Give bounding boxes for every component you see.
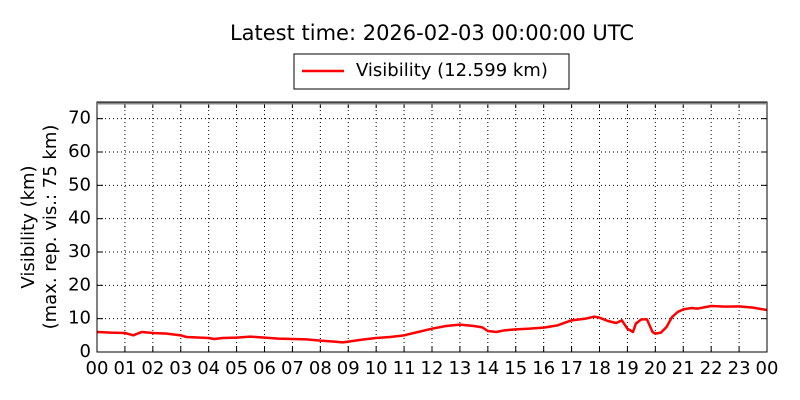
x-tick-label: 03: [169, 358, 192, 379]
x-tick-label: 14: [476, 358, 499, 379]
x-tick-label: 05: [225, 358, 248, 379]
x-tick-label: 23: [728, 358, 751, 379]
x-tick-label: 16: [532, 358, 555, 379]
x-tick-label: 00: [86, 358, 109, 379]
x-tick-label: 08: [309, 358, 332, 379]
x-tick-label: 04: [197, 358, 220, 379]
x-tick-label: 13: [448, 358, 471, 379]
y-tick-label: 50: [68, 174, 91, 195]
chart-title: Latest time: 2026-02-03 00:00:00 UTC: [230, 21, 634, 45]
x-tick-label: 18: [588, 358, 611, 379]
y-tick-label: 10: [68, 308, 91, 329]
y-axis-label: Visibility (km): [18, 165, 39, 288]
x-tick-label: 19: [616, 358, 639, 379]
y-tick-label: 40: [68, 208, 91, 229]
x-tick-label: 06: [253, 358, 276, 379]
x-tick-label: 07: [281, 358, 304, 379]
x-tick-label: 10: [365, 358, 388, 379]
x-tick-label: 09: [337, 358, 360, 379]
legend-label: Visibility (12.599 km): [356, 60, 548, 81]
x-tick-label: 00: [756, 358, 779, 379]
x-tick-label: 11: [393, 358, 416, 379]
y-tick-label: 60: [68, 141, 91, 162]
y-tick-label: 70: [68, 108, 91, 129]
x-tick-label: 17: [560, 358, 583, 379]
y-tick-label: 30: [68, 241, 91, 262]
x-tick-label: 15: [504, 358, 527, 379]
x-tick-label: 21: [672, 358, 695, 379]
x-tick-label: 01: [113, 358, 136, 379]
y-tick-label: 0: [80, 341, 91, 362]
y-tick-label: 20: [68, 274, 91, 295]
x-tick-label: 20: [644, 358, 667, 379]
plot-frame: [96, 101, 768, 353]
y-axis-label: (max. rep. vis.: 75 km): [40, 125, 61, 330]
x-tick-label: 02: [141, 358, 164, 379]
legend: Visibility (12.599 km): [293, 53, 570, 90]
x-tick-label: 22: [700, 358, 723, 379]
data-line: [96, 304, 768, 344]
x-tick-label: 12: [421, 358, 444, 379]
